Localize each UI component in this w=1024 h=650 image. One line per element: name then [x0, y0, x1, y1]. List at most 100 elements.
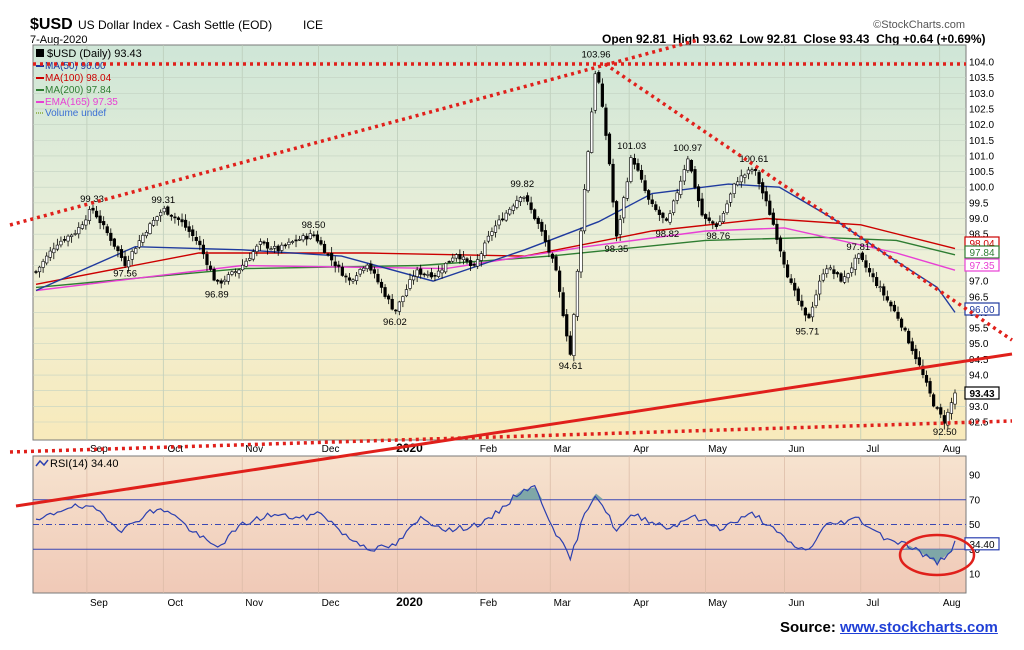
price-gridlines: [33, 45, 966, 440]
candle-body: [615, 201, 619, 237]
price-y-tick-label: 100.0: [969, 183, 994, 194]
candle-body: [949, 402, 954, 414]
candle-body: [41, 261, 45, 268]
candle-body: [572, 314, 576, 356]
candle-body: [419, 268, 423, 275]
candle-body: [34, 271, 38, 273]
candle-body: [850, 267, 854, 273]
last-value-tag-box: [964, 245, 1000, 259]
candle-body: [618, 219, 622, 235]
candle-body: [116, 246, 120, 252]
candle-body: [939, 407, 943, 415]
candle-body: [383, 287, 387, 297]
candle-body: [404, 289, 409, 297]
source-label: Source:: [780, 619, 836, 636]
swing-label: 101.03: [617, 141, 646, 152]
candle-body: [294, 239, 298, 242]
candle-body: [134, 248, 138, 254]
candle-body: [796, 288, 800, 302]
candle-body: [892, 304, 897, 312]
candle-body: [148, 223, 152, 234]
candle-body: [789, 278, 793, 283]
candle-body: [554, 256, 558, 271]
candle-body: [369, 263, 373, 271]
candle-body: [739, 175, 743, 183]
candle-body: [127, 260, 131, 268]
price-x-tick-label: Oct: [168, 444, 184, 455]
candle-body: [540, 221, 544, 232]
candle-body: [750, 169, 754, 172]
swing-label: 96.89: [205, 290, 229, 301]
candle-body: [440, 269, 444, 274]
candle-body: [679, 180, 683, 195]
candle-body: [511, 205, 515, 211]
candle-body: [579, 230, 583, 273]
candle-body: [835, 272, 840, 275]
swing-label: 98.35: [605, 244, 629, 255]
candle-body: [244, 260, 248, 267]
price-y-tick-label: 97.0: [969, 277, 989, 288]
swing-label: 92.50: [933, 427, 957, 438]
candle-body: [55, 244, 59, 250]
candle-body: [319, 240, 323, 245]
candle-body: [248, 258, 252, 261]
candle-body: [771, 212, 775, 225]
candle-body: [166, 206, 170, 215]
candle-body: [664, 218, 669, 221]
candle-body: [436, 270, 441, 277]
candle-body: [233, 271, 238, 274]
candle-body: [547, 239, 551, 253]
candle-body: [208, 265, 213, 270]
candle-body: [105, 226, 109, 234]
swing-label: 98.76: [706, 231, 730, 242]
candle-body: [675, 192, 679, 201]
candle-body: [721, 212, 726, 222]
candle-body: [187, 226, 191, 232]
candle-body: [379, 281, 384, 288]
candle-body: [344, 275, 348, 278]
candle-body: [700, 198, 704, 216]
candle-body: [672, 200, 676, 213]
candle-body: [682, 169, 686, 182]
ma200-line: [35, 236, 956, 289]
candle-body: [273, 246, 277, 249]
rsi-title: RSI(14) 34.40: [50, 458, 118, 470]
candle-body: [483, 242, 487, 256]
candle-body: [942, 415, 946, 424]
candle-body: [728, 193, 733, 203]
candle-body: [725, 203, 729, 214]
price-y-tick-label: 95.5: [969, 324, 989, 335]
candle-body: [810, 306, 815, 318]
candle-body: [803, 307, 807, 316]
candle-body: [155, 216, 159, 221]
price-x-tick-label: Jul: [866, 444, 879, 455]
candle-body: [201, 244, 206, 255]
swing-label: 98.82: [655, 229, 679, 240]
candle-body: [586, 151, 590, 192]
candle-body: [907, 330, 911, 344]
last-value-tag-box: [964, 258, 1000, 272]
candle-body: [497, 219, 501, 226]
candle-body: [924, 375, 929, 383]
ma100-line: [35, 217, 956, 285]
legend-price: $USD (Daily) 93.43: [47, 48, 142, 60]
candle-body: [625, 181, 629, 199]
price-y-tick-label: 101.0: [969, 151, 994, 162]
candle-body: [80, 224, 84, 229]
candle-body: [102, 221, 106, 226]
rsi-legend: RSI(14) 34.40: [35, 458, 118, 470]
candle-body: [604, 107, 608, 136]
candle-body: [536, 217, 540, 224]
rsi-x-tick-label: Oct: [168, 598, 184, 609]
price-y-tick-label: 102.5: [969, 104, 994, 115]
source-link[interactable]: www.stockcharts.com: [840, 619, 998, 636]
swing-label: 103.96: [582, 49, 611, 60]
candle-body: [707, 217, 711, 221]
candle-body: [276, 245, 280, 252]
price-x-tick-label: Nov: [245, 444, 263, 455]
candle-body: [704, 214, 708, 219]
ma50-line: [35, 183, 956, 313]
candle-body: [935, 407, 939, 409]
candle-body: [333, 261, 337, 267]
swing-label: 99.33: [80, 194, 104, 205]
